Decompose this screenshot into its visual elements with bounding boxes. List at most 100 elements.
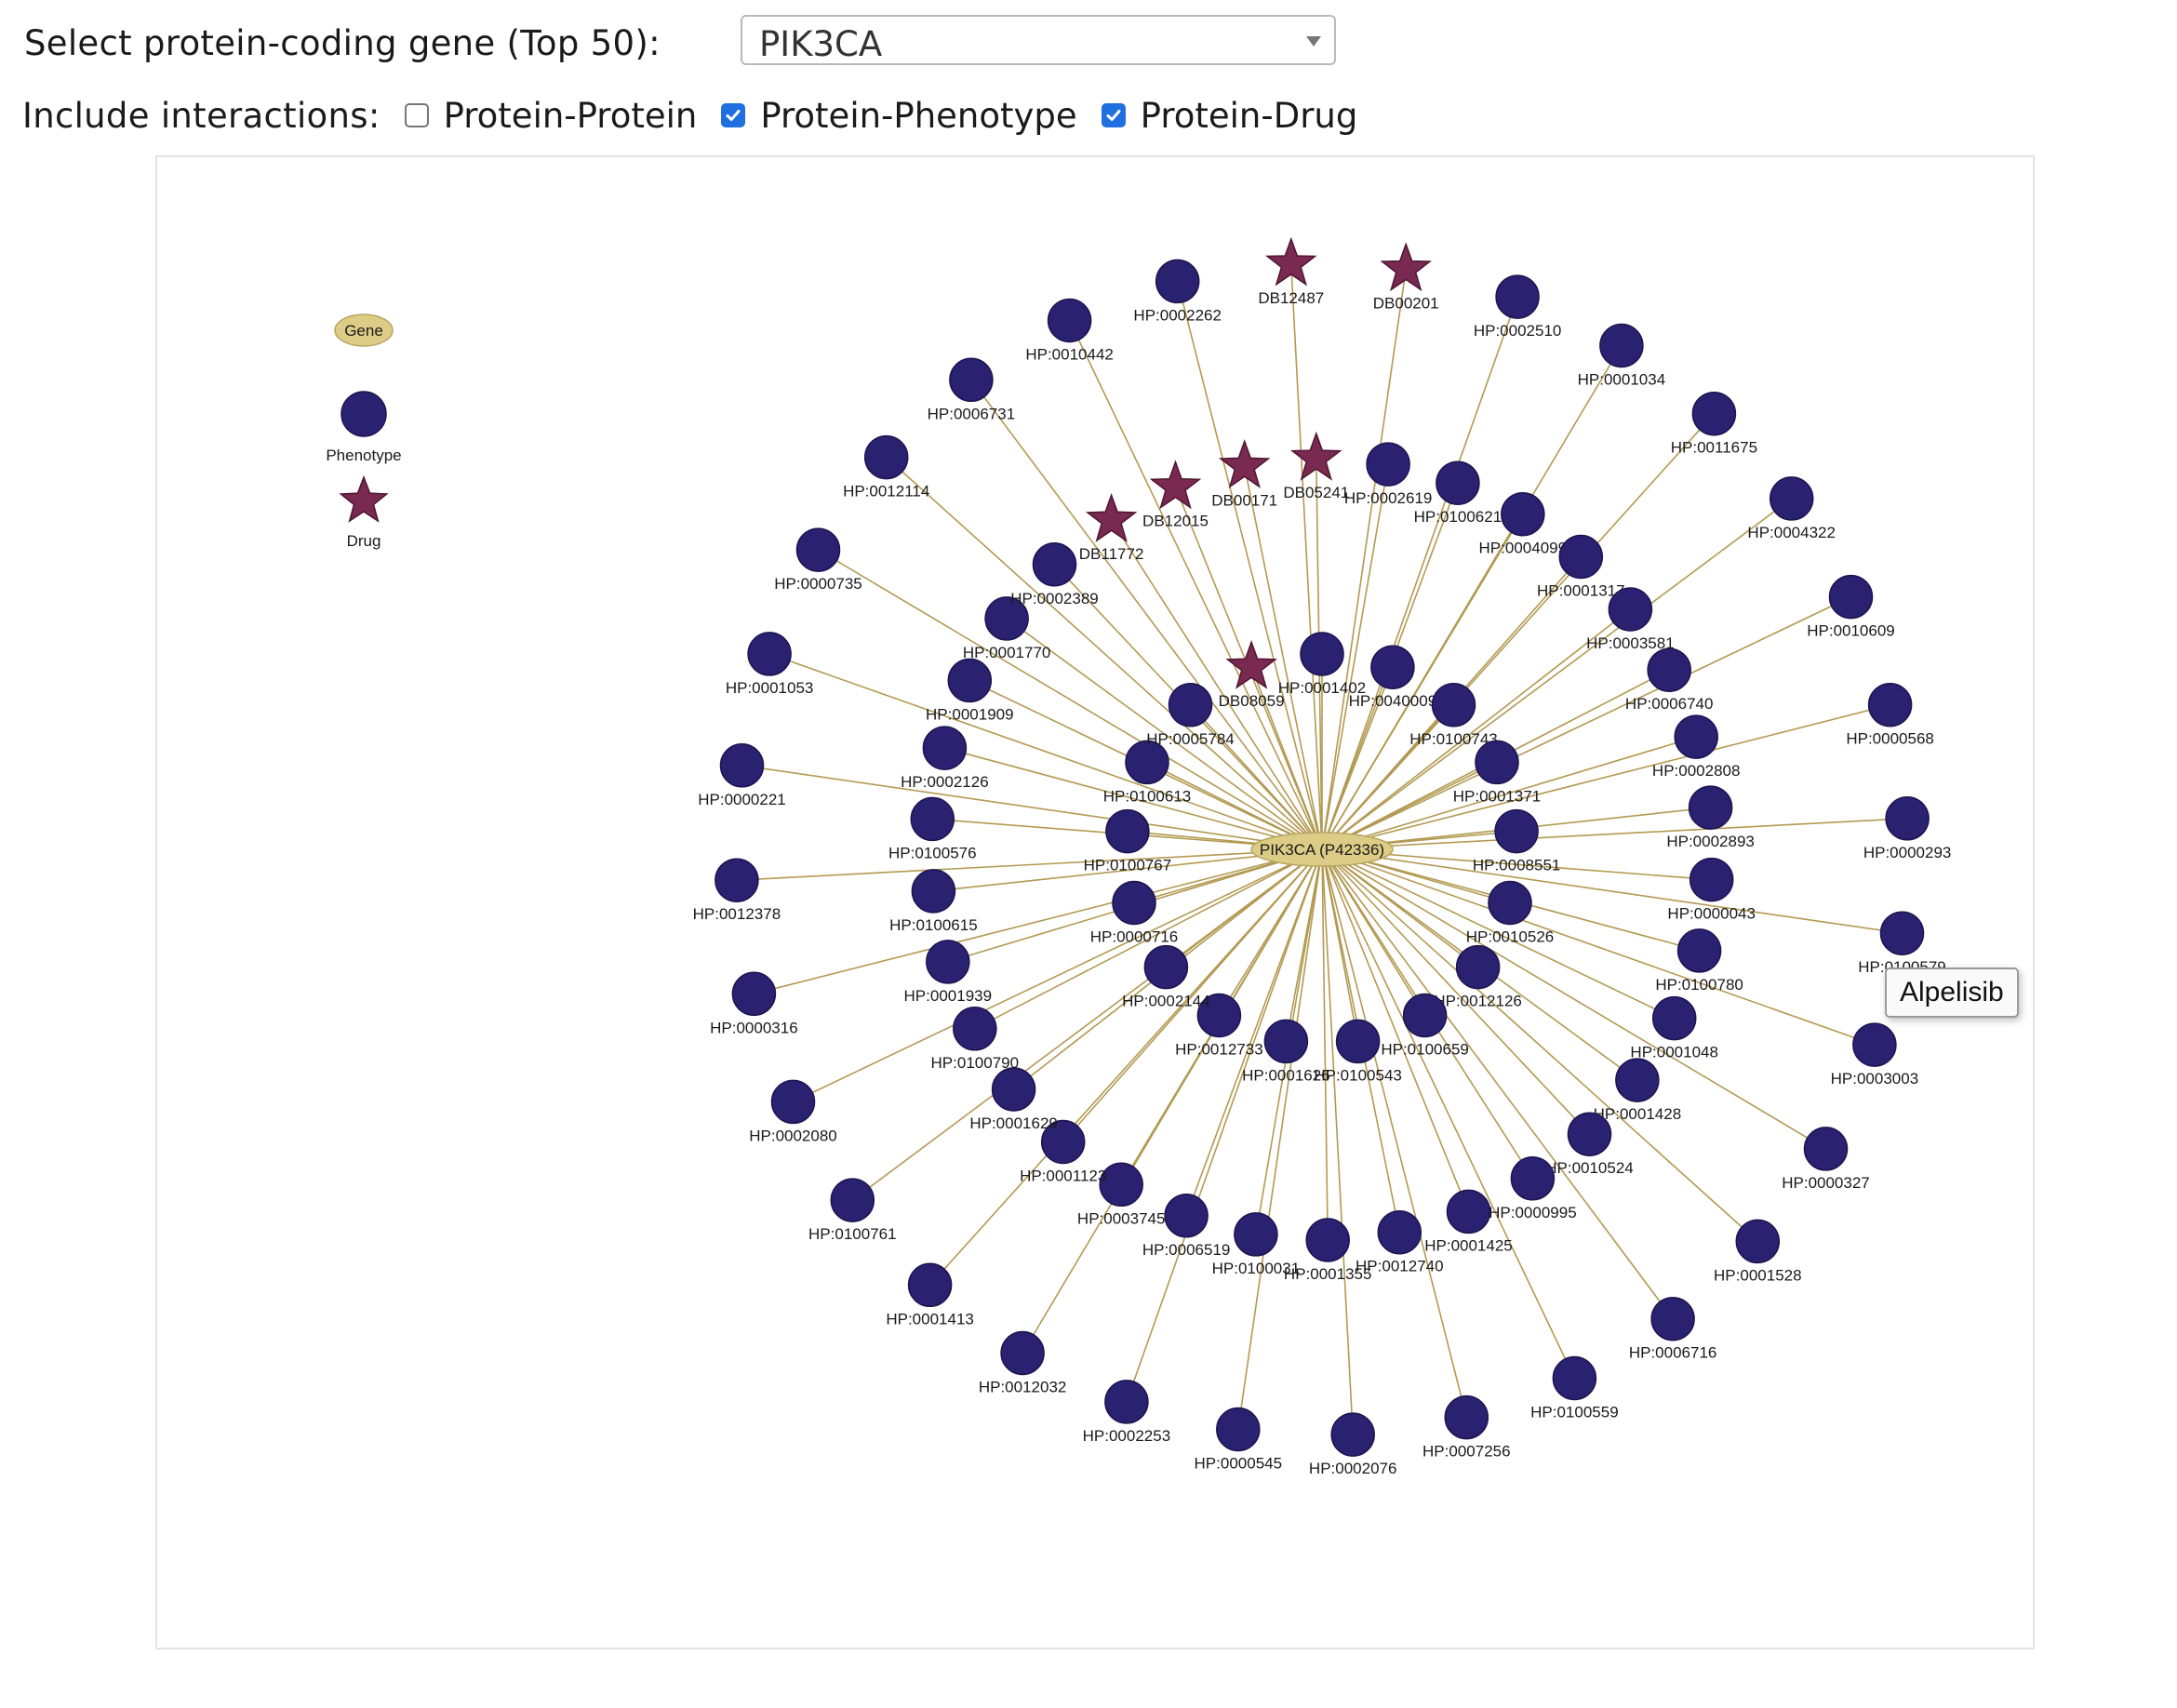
phenotype-circle[interactable] bbox=[1647, 647, 1691, 692]
phenotype-circle[interactable] bbox=[1651, 995, 1697, 1041]
phenotype-circle[interactable] bbox=[863, 434, 909, 480]
drug-node-db00201[interactable]: DB00201 bbox=[1373, 242, 1439, 313]
phenotype-circle[interactable] bbox=[1879, 911, 1925, 955]
phenotype-node-hp-0006740[interactable]: HP:0006740 bbox=[1625, 647, 1714, 713]
phenotype-node-hp-0012740[interactable]: HP:0012740 bbox=[1356, 1209, 1444, 1275]
phenotype-node-hp-0003003[interactable]: HP:0003003 bbox=[1831, 1022, 1919, 1088]
phenotype-circle[interactable] bbox=[747, 632, 792, 676]
phenotype-circle[interactable] bbox=[1615, 1058, 1660, 1102]
phenotype-circle[interactable] bbox=[1402, 993, 1448, 1038]
phenotype-node-hp-0012378[interactable]: HP:0012378 bbox=[693, 858, 781, 923]
phenotype-circle[interactable] bbox=[1000, 1330, 1045, 1376]
phenotype-node-hp-0001413[interactable]: HP:0001413 bbox=[886, 1262, 974, 1328]
phenotype-circle[interactable] bbox=[1689, 857, 1734, 902]
phenotype-circle[interactable] bbox=[770, 1079, 816, 1125]
phenotype-node-hp-0003745[interactable]: HP:0003745 bbox=[1077, 1162, 1166, 1227]
phenotype-circle[interactable] bbox=[1168, 683, 1213, 727]
phenotype-node-hp-0100621[interactable]: HP:0100621 bbox=[1414, 460, 1503, 526]
phenotype-node-hp-0001402[interactable]: HP:0001402 bbox=[1278, 632, 1367, 697]
phenotype-node-hp-0100579[interactable]: HP:0100579 bbox=[1858, 911, 1946, 976]
phenotype-node-hp-0007256[interactable]: HP:0007256 bbox=[1422, 1394, 1511, 1461]
phenotype-node-hp-0000716[interactable]: HP:0000716 bbox=[1090, 880, 1179, 946]
phenotype-node-hp-0002893[interactable]: HP:0002893 bbox=[1666, 785, 1755, 850]
phenotype-node-hp-0012114[interactable]: HP:0012114 bbox=[843, 434, 929, 500]
phenotype-node-hp-0002619[interactable]: HP:0002619 bbox=[1344, 442, 1433, 507]
protein-phenotype-checkbox[interactable] bbox=[721, 103, 746, 127]
phenotype-node-hp-0000545[interactable]: HP:0000545 bbox=[1195, 1407, 1283, 1473]
phenotype-node-hp-0002389[interactable]: HP:0002389 bbox=[1010, 542, 1099, 607]
drug-star[interactable] bbox=[1218, 439, 1271, 489]
phenotype-node-hp-0000316[interactable]: HP:0000316 bbox=[710, 971, 798, 1036]
phenotype-circle[interactable] bbox=[1047, 298, 1092, 343]
phenotype-circle[interactable] bbox=[1444, 1394, 1489, 1440]
phenotype-circle[interactable] bbox=[1852, 1022, 1897, 1067]
protein-protein-checkbox[interactable] bbox=[404, 103, 429, 127]
phenotype-circle[interactable] bbox=[910, 796, 955, 842]
phenotype-node-hp-0002510[interactable]: HP:0002510 bbox=[1474, 274, 1562, 340]
phenotype-node-hp-0002262[interactable]: HP:0002262 bbox=[1133, 259, 1222, 324]
phenotype-circle[interactable] bbox=[1155, 259, 1200, 304]
phenotype-circle[interactable] bbox=[1674, 714, 1718, 759]
phenotype-node-hp-0006716[interactable]: HP:0006716 bbox=[1629, 1296, 1717, 1362]
drug-star[interactable] bbox=[1380, 242, 1433, 292]
option-protein-drug[interactable]: Protein-Drug bbox=[1101, 96, 1357, 136]
phenotype-node-hp-0100743[interactable]: HP:0100743 bbox=[1409, 683, 1498, 748]
phenotype-circle[interactable] bbox=[1552, 1355, 1597, 1401]
option-protein-phenotype[interactable]: Protein-Phenotype bbox=[721, 96, 1077, 136]
phenotype-circle[interactable] bbox=[1650, 1296, 1695, 1341]
phenotype-circle[interactable] bbox=[991, 1067, 1036, 1112]
phenotype-circle[interactable] bbox=[1803, 1127, 1849, 1171]
phenotype-node-hp-0010609[interactable]: HP:0010609 bbox=[1807, 574, 1895, 640]
phenotype-node-hp-0000327[interactable]: HP:0000327 bbox=[1782, 1127, 1870, 1192]
phenotype-circle[interactable] bbox=[795, 527, 841, 572]
phenotype-circle[interactable] bbox=[1370, 645, 1415, 689]
phenotype-node-hp-0002253[interactable]: HP:0002253 bbox=[1083, 1380, 1171, 1445]
phenotype-circle[interactable] bbox=[1112, 880, 1156, 926]
phenotype-circle[interactable] bbox=[1300, 632, 1344, 676]
phenotype-circle[interactable] bbox=[830, 1178, 875, 1222]
phenotype-circle[interactable] bbox=[1867, 682, 1913, 727]
phenotype-node-hp-0002080[interactable]: HP:0002080 bbox=[749, 1079, 837, 1144]
phenotype-circle[interactable] bbox=[1377, 1209, 1422, 1255]
drug-node-db08059[interactable]: DB08059 bbox=[1219, 639, 1285, 710]
phenotype-node-hp-0006519[interactable]: HP:0006519 bbox=[1142, 1194, 1231, 1259]
option-protein-protein[interactable]: Protein-Protein bbox=[404, 96, 697, 136]
phenotype-circle[interactable] bbox=[911, 869, 956, 914]
drug-star[interactable] bbox=[1289, 431, 1342, 481]
phenotype-circle[interactable] bbox=[1436, 460, 1480, 505]
drug-node-db12487[interactable]: DB12487 bbox=[1258, 236, 1324, 307]
phenotype-node-hp-0000043[interactable]: HP:0000043 bbox=[1667, 857, 1756, 923]
phenotype-circle[interactable] bbox=[1431, 683, 1476, 727]
phenotype-circle[interactable] bbox=[1040, 1119, 1086, 1165]
phenotype-circle[interactable] bbox=[1335, 1019, 1381, 1064]
phenotype-circle[interactable] bbox=[953, 1007, 997, 1051]
phenotype-circle[interactable] bbox=[1691, 391, 1737, 436]
phenotype-node-hp-0001626[interactable]: HP:0001626 bbox=[1242, 1019, 1330, 1084]
phenotype-circle[interactable] bbox=[984, 596, 1029, 641]
network-graph-panel[interactable]: HP:0001402 HP:0040009 HP:0100743 HP:0001371… bbox=[155, 155, 2035, 1649]
phenotype-node-hp-0001528[interactable]: HP:0001528 bbox=[1714, 1219, 1802, 1284]
phenotype-node-hp-0012733[interactable]: HP:0012733 bbox=[1175, 993, 1263, 1059]
phenotype-circle[interactable] bbox=[1446, 1189, 1491, 1234]
phenotype-node-hp-0005784[interactable]: HP:0005784 bbox=[1146, 683, 1235, 748]
phenotype-circle[interactable] bbox=[1676, 928, 1722, 973]
phenotype-circle[interactable] bbox=[1105, 808, 1150, 854]
phenotype-node-hp-0100659[interactable]: HP:0100659 bbox=[1381, 993, 1469, 1059]
phenotype-node-hp-0100613[interactable]: HP:0100613 bbox=[1103, 740, 1192, 805]
phenotype-circle[interactable] bbox=[922, 726, 968, 770]
phenotype-node-hp-0100031[interactable]: HP:0100031 bbox=[1212, 1212, 1301, 1277]
drug-node-db05241[interactable]: DB05241 bbox=[1283, 431, 1349, 501]
phenotype-circle[interactable] bbox=[1494, 808, 1539, 854]
phenotype-node-hp-0010526[interactable]: HP:0010526 bbox=[1466, 880, 1555, 946]
phenotype-circle[interactable] bbox=[1234, 1212, 1278, 1257]
phenotype-node-hp-0000735[interactable]: HP:0000735 bbox=[774, 527, 862, 593]
phenotype-node-hp-0000293[interactable]: HP:0000293 bbox=[1863, 796, 1952, 861]
phenotype-node-hp-0000568[interactable]: HP:0000568 bbox=[1846, 682, 1934, 748]
phenotype-node-hp-0100780[interactable]: HP:0100780 bbox=[1655, 928, 1743, 994]
phenotype-circle[interactable] bbox=[1495, 274, 1540, 319]
phenotype-node-hp-0010442[interactable]: HP:0010442 bbox=[1025, 298, 1114, 364]
phenotype-node-hp-0100576[interactable]: HP:0100576 bbox=[888, 796, 977, 861]
phenotype-circle[interactable] bbox=[1567, 1112, 1612, 1156]
drug-node-db12015[interactable]: DB12015 bbox=[1142, 460, 1209, 530]
